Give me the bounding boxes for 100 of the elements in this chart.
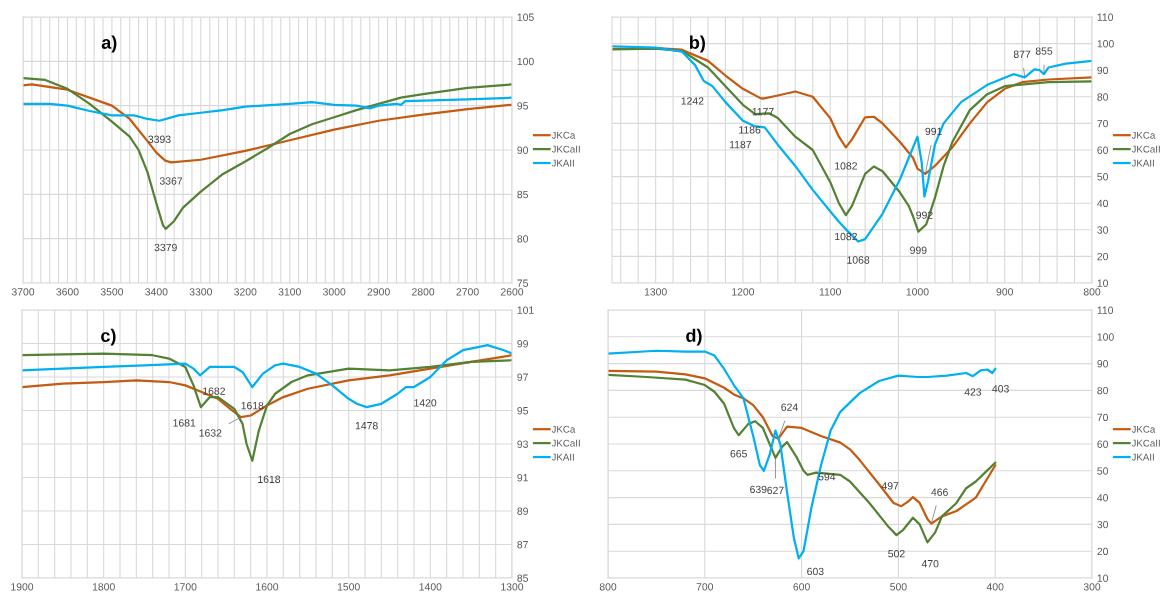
annotation: 1618 [258,475,281,483]
x-tick-label: 1300 [501,583,524,591]
annotation: 624 [781,403,798,411]
x-tick-label: 2600 [500,288,524,296]
annotation: 1478 [355,422,378,430]
y-tick-label: 10 [1097,574,1109,582]
legend-label: JKCaII [551,145,580,153]
y-tick-label: 105 [517,13,534,21]
legend-label: JKAII [1131,453,1154,461]
annotation: 1242 [681,97,704,105]
x-tick-label: 1600 [256,583,279,591]
x-tick-label: 900 [996,288,1014,296]
y-tick-label: 90 [1097,66,1109,75]
annotation: 603 [807,567,824,576]
y-tick-label: 99 [517,340,528,348]
annotation: 639 [750,485,767,494]
annotation: 423 [964,388,982,396]
y-tick-label: 85 [517,190,529,199]
y-tick-label: 89 [517,507,528,515]
annotation: 502 [888,549,905,558]
x-tick-label: 300 [1083,583,1101,591]
annotation: 1681 [173,419,196,427]
x-tick-label: 1900 [11,583,34,591]
y-tick-label: 40 [1097,494,1109,502]
x-tick-label: 3500 [100,288,124,296]
y-tick-label: 100 [517,57,534,66]
annotation: 877 [1013,50,1031,58]
y-tick-label: 90 [517,146,529,154]
annotation: 855 [1035,47,1053,55]
y-tick-label: 87 [517,541,528,549]
y-tick-label: 100 [1097,333,1114,341]
x-tick-label: 400 [986,583,1004,591]
annotation: 497 [881,482,899,490]
annotation: 1420 [414,399,437,407]
x-tick-label: 2800 [412,288,435,296]
annotation: 1187 [729,140,752,149]
line-series [23,96,512,122]
y-tick-label: 20 [1097,547,1109,556]
x-tick-label: 1200 [732,288,755,296]
x-tick-label: 3400 [145,288,168,296]
x-tick-label: 1000 [906,288,929,296]
y-tick-label: 93 [517,440,528,448]
y-tick-label: 90 [1097,360,1109,368]
legend-label: JKAII [551,453,574,461]
y-tick-label: 10 [1097,279,1109,287]
y-tick-label: 110 [1097,306,1114,314]
legend-label: JKCa [1131,425,1156,433]
legend-label: JKCa [1131,131,1156,139]
annotation: 403 [992,385,1009,393]
y-tick-label: 95 [517,407,529,415]
x-tick-label: 1700 [174,583,197,591]
x-tick-label: 3700 [11,288,35,296]
y-tick-label: 70 [1097,119,1109,128]
annotation: 466 [931,488,948,496]
y-tick-label: 97 [517,373,528,381]
y-tick-label: 80 [517,235,529,243]
text: b) [689,35,705,53]
x-tick-label: 1300 [644,288,667,296]
annotation: 1082 [835,162,857,170]
x-tick-label: 2700 [456,288,479,296]
legend-label: JKCaII [551,439,580,447]
y-tick-label: 50 [1097,173,1109,181]
legend-label: JKCaII [1131,145,1160,153]
y-tick-label: 60 [1097,146,1109,154]
annotation: 470 [921,560,939,568]
annotation: 627 [767,486,784,495]
y-tick-label: 30 [1097,520,1109,529]
annotation: 3367 [159,177,183,185]
line-series [23,77,512,231]
y-tick-label: 30 [1097,226,1109,234]
legend-label: JKAII [551,159,574,167]
text: a) [101,35,117,53]
annotation: 1186 [739,126,761,134]
x-tick-label: 2900 [367,288,390,296]
y-tick-label: 20 [1097,252,1109,261]
x-tick-label: 3600 [56,288,79,296]
y-tick-label: 100 [1097,40,1114,48]
y-tick-label: 80 [1097,386,1109,395]
y-tick-label: 60 [1097,440,1109,448]
text: c) [101,328,116,346]
x-tick-label: 700 [696,583,714,591]
x-tick-label: 800 [599,583,617,591]
y-tick-label: 101 [517,306,534,314]
annotation: 665 [730,450,747,458]
x-tick-label: 3100 [278,288,301,296]
annotation: 1068 [847,256,870,264]
x-tick-label: 600 [793,583,810,591]
x-tick-label: 500 [890,583,907,591]
y-tick-label: 110 [1097,13,1114,21]
line-series [22,354,512,419]
x-tick-label: 1800 [92,583,115,591]
y-tick-label: 40 [1097,199,1109,208]
legend-label: JKCa [551,131,576,139]
annotation: 3393 [148,135,171,143]
text: d) [686,328,702,346]
x-tick-label: 3000 [322,288,346,296]
annotation: 1632 [199,429,222,437]
annotation: 3379 [154,243,177,252]
annotation: 999 [910,246,927,254]
x-tick-label: 800 [1083,288,1101,296]
